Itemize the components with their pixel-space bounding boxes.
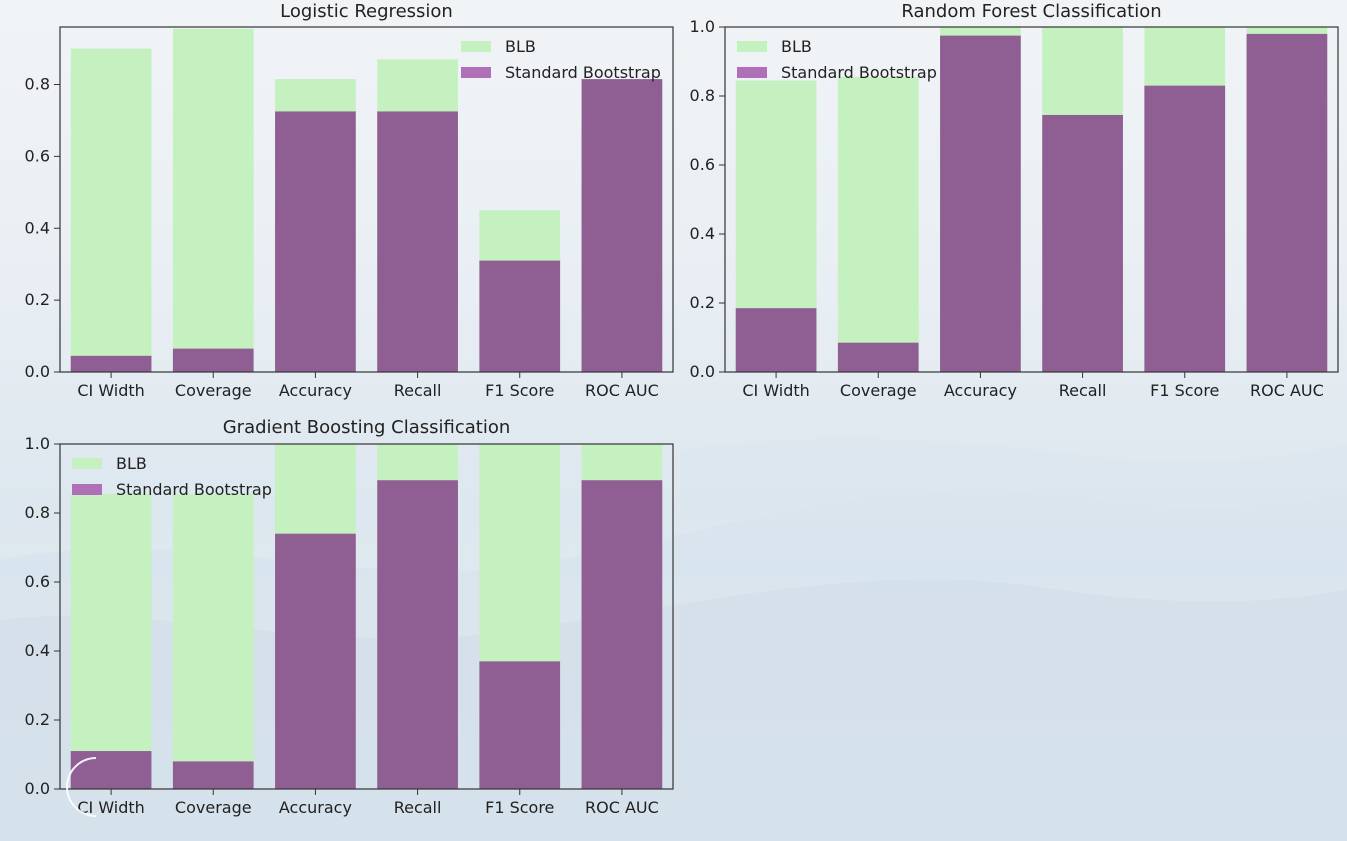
bar-standard-bootstrap: [1042, 114, 1123, 372]
bar-standard-bootstrap: [70, 751, 152, 789]
bar-standard-bootstrap: [940, 35, 1021, 372]
bar-standard-bootstrap: [275, 111, 356, 372]
bar-standard-bootstrap: [1246, 33, 1328, 373]
legend-swatch: [72, 458, 102, 469]
y-tick-label: 0.2: [25, 290, 50, 309]
x-tick-label: Accuracy: [279, 381, 352, 400]
legend-swatch: [461, 67, 491, 78]
x-tick-label: Accuracy: [279, 798, 352, 817]
legend: BLB Standard Bootstrap: [737, 37, 937, 82]
x-tick-label: Recall: [394, 798, 442, 817]
plot-frame: [724, 26, 1339, 373]
y-tick-label: 0.0: [690, 362, 715, 381]
plot-frame: [59, 443, 674, 790]
bar-blb: [172, 28, 254, 372]
x-tick-label: CI Width: [742, 381, 809, 400]
bar-standard-bootstrap: [735, 308, 817, 372]
bar-standard-bootstrap: [581, 480, 663, 789]
bar-standard-bootstrap: [479, 260, 561, 372]
legend: BLB Standard Bootstrap: [461, 37, 661, 82]
y-axis: 0.0 0.2 0.4 0.6 0.8 1.0: [690, 17, 725, 381]
y-tick-label: 0.8: [690, 86, 715, 105]
y-tick-label: 1.0: [25, 434, 50, 453]
x-tick-label: Recall: [394, 381, 442, 400]
bar-layer: [70, 444, 663, 789]
legend-swatch: [737, 41, 767, 52]
bar-standard-bootstrap: [479, 661, 561, 789]
legend-swatch: [461, 41, 491, 52]
x-axis: CI Width Coverage Accuracy Recall F1 Score RO…: [77, 789, 659, 817]
legend-swatch: [72, 484, 102, 495]
subplot-gradient-boosting-classification: Gradient Boosting Classification 0.00.20…: [25, 417, 674, 817]
legend-label: BLB: [505, 37, 536, 56]
chart-title: Gradient Boosting Classification: [223, 417, 511, 438]
bar-blb: [70, 494, 152, 789]
bar-layer: [70, 28, 663, 372]
x-tick-label: Coverage: [840, 381, 917, 400]
y-tick-label: 0.8: [25, 75, 50, 94]
x-tick-label: F1 Score: [485, 798, 554, 817]
legend-label: Standard Bootstrap: [116, 480, 272, 499]
bar-blb: [70, 48, 152, 372]
x-tick-label: F1 Score: [485, 381, 554, 400]
x-tick-label: CI Width: [77, 798, 144, 817]
bar-standard-bootstrap: [172, 348, 254, 372]
bar-standard-bootstrap: [837, 342, 919, 372]
y-tick-label: 0.8: [25, 503, 50, 522]
x-tick-label: Accuracy: [944, 381, 1017, 400]
x-tick-label: F1 Score: [1150, 381, 1219, 400]
bar-blb: [837, 77, 919, 373]
bar-standard-bootstrap: [377, 111, 458, 372]
x-tick-label: ROC AUC: [585, 381, 659, 400]
bar-standard-bootstrap: [581, 79, 663, 372]
legend-swatch: [737, 67, 767, 78]
chart-title: Random Forest Classification: [901, 1, 1161, 22]
y-tick-label: 0.6: [25, 572, 50, 591]
y-tick-label: 0.4: [25, 641, 50, 660]
x-tick-label: Recall: [1059, 381, 1107, 400]
x-axis: CI Width Coverage Accuracy Recall F1 Score RO…: [77, 372, 659, 400]
x-tick-label: CI Width: [77, 381, 144, 400]
legend-label: BLB: [116, 454, 147, 473]
x-axis: CI Width Coverage Accuracy Recall F1 Score RO…: [742, 372, 1324, 400]
legend: BLB Standard Bootstrap: [72, 454, 272, 499]
bar-layer: [735, 27, 1328, 373]
y-tick-label: 0.6: [25, 146, 50, 165]
bar-standard-bootstrap: [275, 533, 356, 789]
bar-blb: [172, 494, 254, 789]
bar-standard-bootstrap: [1144, 85, 1226, 373]
x-tick-label: ROC AUC: [585, 798, 659, 817]
y-tick-label: 0.4: [690, 224, 715, 243]
plot-frame: [59, 26, 674, 373]
bar-standard-bootstrap: [70, 355, 152, 372]
y-tick-label: 1.0: [690, 17, 715, 36]
subplot-random-forest-classification: Random Forest Classification 0.00.20.40.…: [690, 1, 1339, 400]
legend-label: Standard Bootstrap: [505, 63, 661, 82]
subplot-logistic-regression: Logistic Regression 0.0 0.2 0.4 0.6 0.8 CI W…: [25, 1, 674, 400]
y-tick-label: 0.6: [690, 155, 715, 174]
x-tick-label: ROC AUC: [1250, 381, 1324, 400]
y-tick-label: 0.2: [690, 293, 715, 312]
legend-label: Standard Bootstrap: [781, 63, 937, 82]
chart-title: Logistic Regression: [280, 1, 453, 22]
y-tick-label: 0.4: [25, 218, 50, 237]
bar-standard-bootstrap: [172, 761, 254, 789]
y-axis: 0.0 0.2 0.4 0.6 0.8: [25, 75, 60, 381]
x-tick-label: Coverage: [175, 798, 252, 817]
bar-standard-bootstrap: [377, 480, 458, 789]
legend-label: BLB: [781, 37, 812, 56]
y-tick-label: 0.0: [25, 779, 50, 798]
y-axis: 0.0 0.2 0.4 0.6 0.8 1.0: [25, 434, 60, 798]
x-tick-label: Coverage: [175, 381, 252, 400]
y-tick-label: 0.0: [25, 362, 50, 381]
y-tick-label: 0.2: [25, 710, 50, 729]
